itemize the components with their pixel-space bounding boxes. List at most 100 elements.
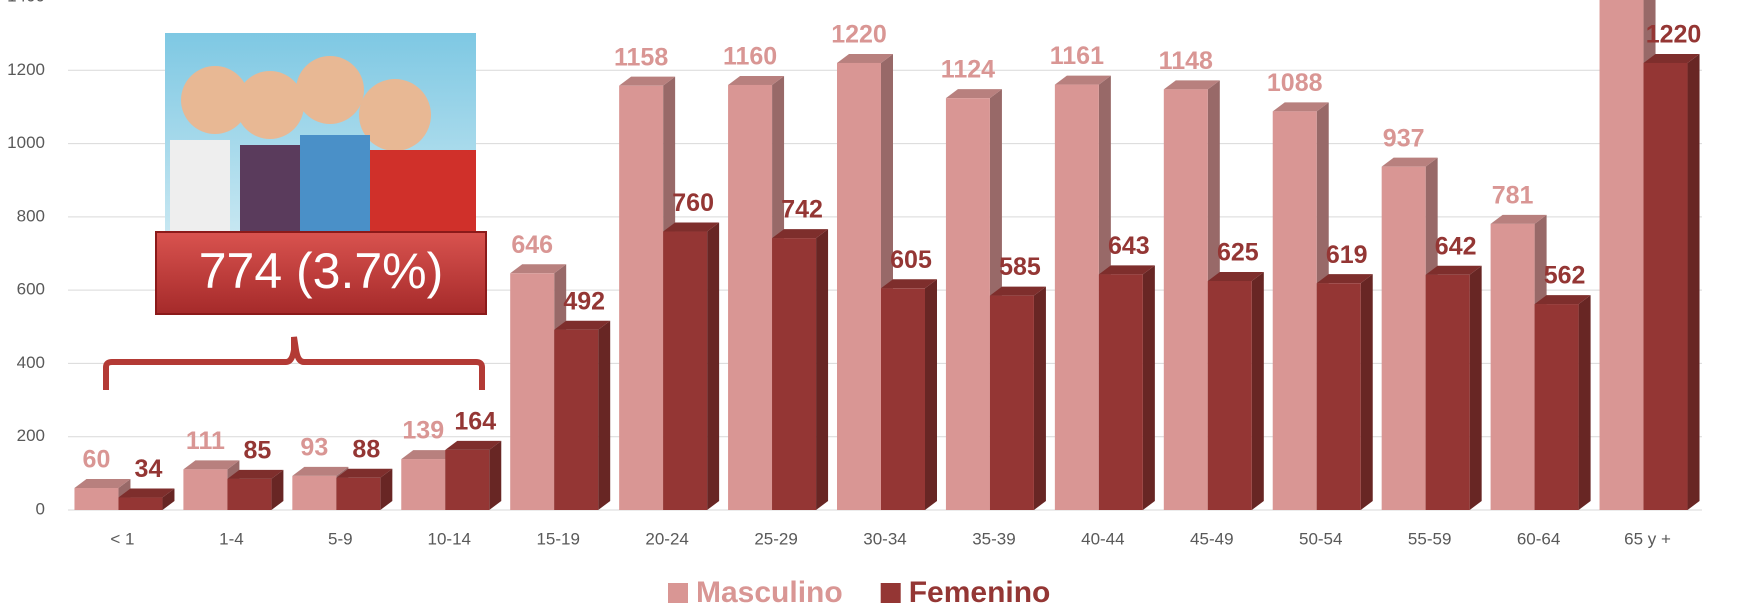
y-tick-label: 600 <box>17 280 45 299</box>
value-label: 164 <box>454 408 496 436</box>
bar <box>1425 274 1470 510</box>
bar-top <box>401 450 458 460</box>
value-label: 93 <box>300 434 328 462</box>
bar-top <box>619 76 676 86</box>
bar-top <box>1316 274 1373 284</box>
value-label: 1124 <box>941 56 995 84</box>
bar-side <box>271 469 284 510</box>
x-tick-label: 60-64 <box>1517 529 1560 548</box>
bar <box>401 459 446 510</box>
x-tick-label: 40-44 <box>1081 529 1124 548</box>
bar <box>728 84 773 510</box>
value-label: 781 <box>1492 181 1534 209</box>
x-tick-label: 30-34 <box>863 529 906 548</box>
value-label: 605 <box>890 246 932 274</box>
bar-side <box>925 279 937 510</box>
bar <box>118 497 163 510</box>
bar <box>1643 62 1688 510</box>
bar-top <box>945 89 1002 99</box>
bar <box>292 475 337 510</box>
bar-top <box>292 466 349 476</box>
bar <box>1163 89 1208 510</box>
annotation: 774 (3.7%) <box>199 243 444 299</box>
bar-top <box>183 460 240 470</box>
bar <box>881 288 925 510</box>
value-label: 34 <box>135 455 163 483</box>
annotation-box <box>155 231 487 315</box>
y-tick-label: 1200 <box>7 60 45 79</box>
bar <box>1207 280 1252 510</box>
photo-figures <box>170 56 476 239</box>
value-label: 1220 <box>831 21 887 49</box>
x-tick-label: 25-29 <box>754 529 797 548</box>
bar-side <box>380 468 393 510</box>
value-label: 60 <box>83 446 111 474</box>
bar <box>837 62 881 510</box>
bar <box>1599 0 1644 511</box>
x-tick-label: 1-4 <box>219 529 244 548</box>
value-label: 1220 <box>1646 21 1702 49</box>
bar <box>74 488 119 510</box>
y-tick-label: 200 <box>17 426 45 445</box>
bar <box>445 449 490 510</box>
value-label: 1088 <box>1267 69 1323 97</box>
bar-top <box>837 53 893 63</box>
bar-top <box>445 440 502 450</box>
bar <box>227 478 272 510</box>
bar-top <box>728 75 785 85</box>
bar <box>510 273 555 510</box>
bar-top <box>1163 80 1220 90</box>
value-label: 742 <box>781 196 823 224</box>
bar <box>1054 84 1099 511</box>
x-tick-label: 45-49 <box>1190 529 1233 548</box>
bar-side <box>489 440 502 510</box>
bar-top <box>1490 214 1547 224</box>
bar <box>1316 283 1361 510</box>
bar <box>619 85 664 510</box>
value-label: 1161 <box>1050 42 1104 70</box>
bar-side <box>1578 295 1591 510</box>
bar-side <box>162 488 175 510</box>
bar-top <box>227 469 284 479</box>
x-tick-label: 50-54 <box>1299 529 1342 548</box>
value-label: 111 <box>186 427 225 455</box>
bar-top <box>1098 265 1155 275</box>
bar <box>183 469 228 510</box>
legend-label: Masculino <box>696 576 843 607</box>
bar <box>1381 166 1426 510</box>
bar-side <box>1251 271 1264 510</box>
bar <box>989 295 1034 510</box>
bar-top <box>510 264 567 274</box>
bar-top <box>772 229 829 239</box>
bar-top <box>663 222 720 232</box>
value-label: 760 <box>672 189 714 217</box>
bar-side <box>598 320 611 510</box>
bar-top <box>1207 271 1264 281</box>
bar-side <box>816 229 829 511</box>
bar-side <box>1033 286 1046 510</box>
x-tick-label: 10-14 <box>428 529 471 548</box>
bar-side <box>707 222 720 510</box>
bar-top <box>1534 295 1591 305</box>
value-label: 937 <box>1383 124 1425 152</box>
y-tick-label: 400 <box>17 353 45 372</box>
bar <box>554 329 599 510</box>
bar-top <box>74 479 131 489</box>
x-tick-label: < 1 <box>110 529 134 548</box>
bar-side <box>1142 265 1155 510</box>
bar-top <box>1425 265 1482 275</box>
bar <box>772 238 817 511</box>
value-label: 1160 <box>723 43 777 71</box>
bar-top <box>989 286 1046 296</box>
value-label: 585 <box>999 253 1041 281</box>
x-tick-label: 65 y + <box>1624 529 1671 548</box>
bar-top <box>1381 157 1438 167</box>
brace <box>103 336 485 390</box>
y-tick-label: 1000 <box>7 133 45 152</box>
bar-top <box>336 468 393 478</box>
x-tick-label: 55-59 <box>1408 529 1451 548</box>
value-label: 1158 <box>614 43 668 71</box>
bar-top <box>1643 53 1700 63</box>
y-tick-label: 0 <box>36 499 45 518</box>
